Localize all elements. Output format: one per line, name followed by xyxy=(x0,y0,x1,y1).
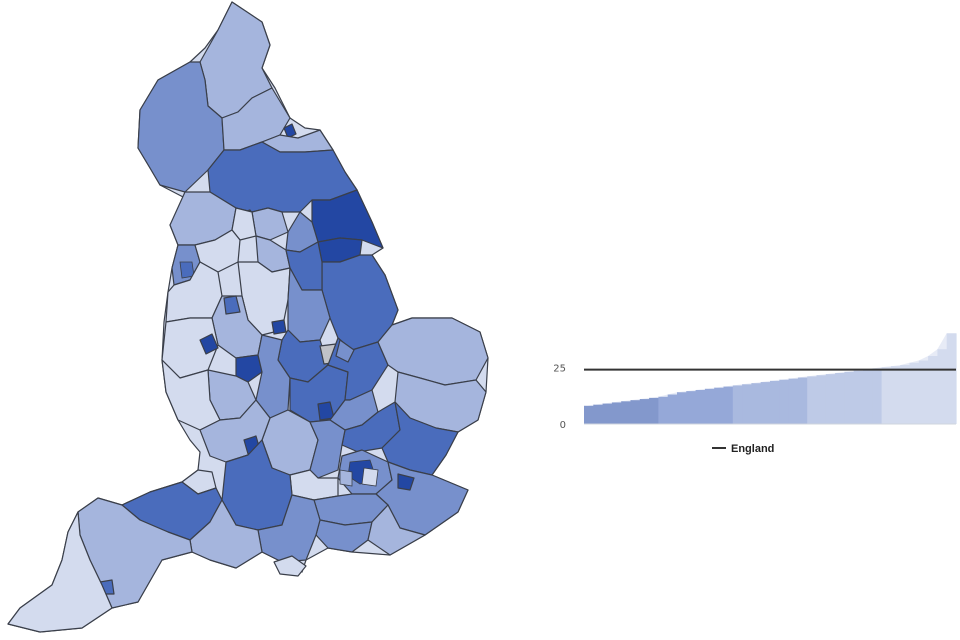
legend-england-label: England xyxy=(731,443,774,455)
region-london-west xyxy=(339,469,353,487)
region-dorset xyxy=(189,499,263,569)
region-east-sussex xyxy=(367,504,426,556)
y-tick-label-25: 25 xyxy=(553,363,566,374)
region-stoke xyxy=(223,295,241,315)
distribution-chart: 25 0 England xyxy=(553,333,957,455)
y-tick-label-0: 0 xyxy=(560,420,566,431)
region-telford xyxy=(199,333,219,355)
region-west-midlands xyxy=(235,354,263,383)
series-area xyxy=(584,333,956,424)
region-west-sussex xyxy=(315,519,373,553)
region-hartlepool xyxy=(283,123,297,139)
region-medway xyxy=(397,473,415,491)
region-buckinghamshire xyxy=(309,419,346,479)
region-cornwall xyxy=(7,511,113,633)
region-london-north xyxy=(361,467,379,487)
region-isle-of-wight xyxy=(273,555,307,577)
region-hampshire xyxy=(257,494,321,563)
region-peterborough xyxy=(335,339,355,363)
region-derby-city xyxy=(271,319,287,335)
region-cumbria xyxy=(137,61,225,193)
region-bradford xyxy=(231,207,257,241)
england-map xyxy=(7,1,489,633)
